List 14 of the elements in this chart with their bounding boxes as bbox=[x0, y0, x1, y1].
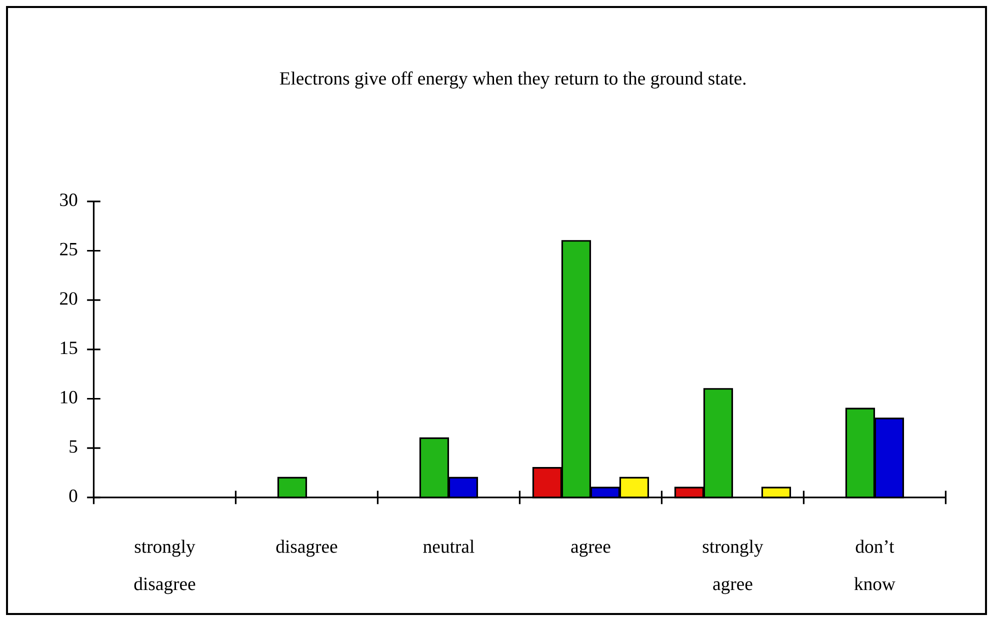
y-tick-label: 5 bbox=[70, 440, 78, 453]
chart-title: Electrons give off energy when they return to the ground state. bbox=[280, 71, 746, 89]
category-label: don’t know bbox=[854, 540, 896, 590]
x-tick-label: strongly disagree bbox=[134, 540, 196, 594]
x-tick-label: agree bbox=[571, 543, 610, 557]
y-tick-label: 15 bbox=[60, 342, 78, 354]
y-tick-label: 25 bbox=[60, 242, 78, 256]
y-tick-label: 0 bbox=[69, 490, 78, 502]
category-label: strongly agree bbox=[702, 540, 764, 594]
x-tick-label: neutral bbox=[423, 540, 474, 553]
y-tick-label: 20 bbox=[60, 292, 78, 305]
y-tick-label: 30 bbox=[60, 194, 78, 206]
x-tick-label: disagree bbox=[276, 540, 338, 557]
y-tick-label: 10 bbox=[60, 390, 78, 404]
